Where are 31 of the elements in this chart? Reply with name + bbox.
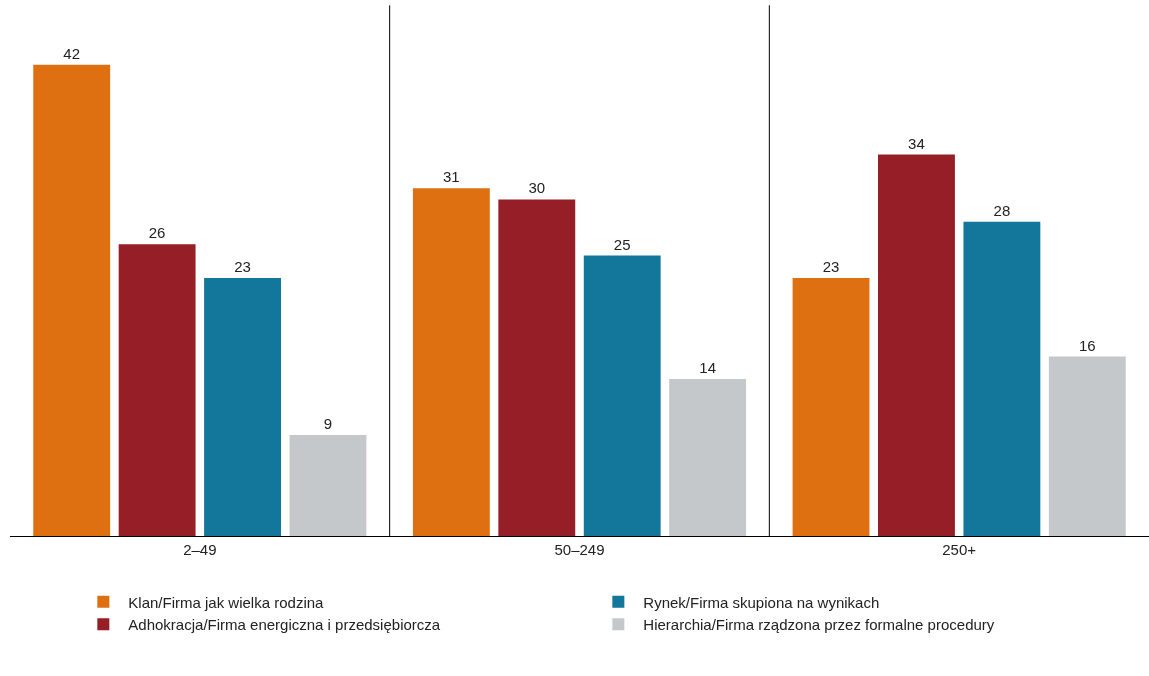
legend-label: Klan/Firma jak wielka rodzina xyxy=(128,593,325,611)
data-label: 25 xyxy=(613,235,631,253)
data-label: 23 xyxy=(822,257,840,275)
data-label: 30 xyxy=(528,179,546,197)
data-label: 31 xyxy=(443,168,460,186)
legend-label: Hierarchia/Firma rządzona przez formalne procedury xyxy=(643,616,995,634)
data-label: 9 xyxy=(323,415,333,433)
bar xyxy=(412,188,490,536)
x-tick-label: 50–249 xyxy=(554,541,605,558)
bar xyxy=(963,221,1041,536)
bar xyxy=(878,154,955,536)
data-label: 16 xyxy=(1078,336,1096,354)
bar xyxy=(498,199,576,536)
data-label: 34 xyxy=(908,134,925,152)
data-label: 28 xyxy=(993,201,1011,219)
bar xyxy=(669,378,747,536)
x-tick-label: 250+ xyxy=(942,541,977,558)
bar xyxy=(1048,356,1126,536)
data-label: 23 xyxy=(234,257,251,275)
data-label: 14 xyxy=(699,358,716,376)
legend-label: Adhokracja/Firma energiczna i przedsiębiorcza xyxy=(128,616,441,634)
data-label: 26 xyxy=(148,224,166,242)
bar xyxy=(204,277,281,536)
bar xyxy=(33,64,111,536)
bar xyxy=(118,244,196,536)
bar xyxy=(583,255,661,536)
bar xyxy=(289,435,367,536)
data-label: 42 xyxy=(63,44,81,62)
bar xyxy=(792,277,870,536)
x-tick-label: 2–49 xyxy=(183,541,217,558)
legend-label: Rynek/Firma skupiona na wynikach xyxy=(643,593,880,611)
